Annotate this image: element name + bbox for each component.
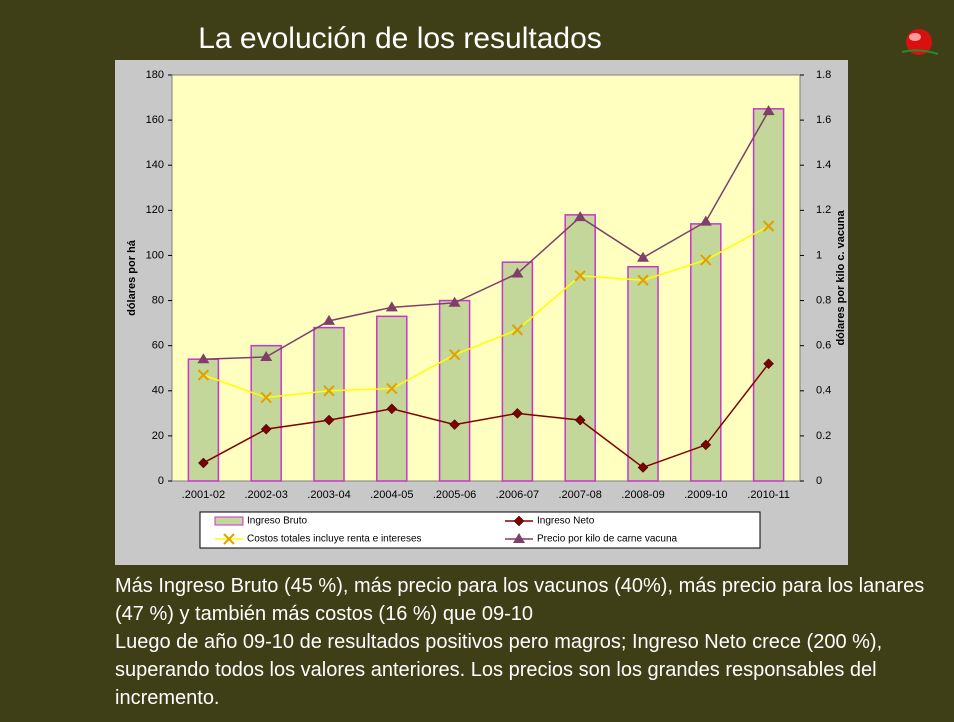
x-tick-label: .2003-04	[307, 489, 350, 501]
paragraph: Luego de año 09-10 de resultados positiv…	[115, 631, 883, 709]
y2-tick-label: 1.8	[816, 69, 831, 81]
legend-label: Costos totales incluye renta e intereses	[247, 534, 422, 545]
y-tick-label: 40	[152, 385, 164, 397]
marker	[385, 301, 398, 312]
marker	[386, 403, 398, 415]
marker	[700, 439, 712, 451]
y2-tick-label: 0.8	[816, 294, 831, 306]
legend-label: Ingreso Bruto	[247, 516, 307, 527]
marker	[323, 314, 335, 325]
x-tick-label: .2010-11	[747, 489, 790, 501]
marker	[197, 353, 210, 364]
y2-tick-label: 0.6	[816, 340, 831, 352]
logo	[901, 29, 939, 55]
bar	[564, 214, 596, 482]
x-tick-label: .2006-07	[496, 489, 539, 501]
y-tick-label: 20	[152, 430, 164, 442]
line	[203, 225, 769, 399]
x-tick-label: .2004-05	[370, 489, 413, 501]
line	[203, 110, 770, 360]
bar	[250, 344, 282, 482]
marker	[637, 274, 649, 286]
marker	[574, 414, 586, 426]
y-tick-label: 60	[152, 340, 164, 352]
marker	[323, 414, 335, 426]
marker	[448, 348, 461, 361]
slide-title: La evolución de los resultados	[198, 22, 602, 55]
marker	[260, 423, 272, 435]
marker	[197, 369, 210, 381]
legend-label: Ingreso Neto	[537, 516, 595, 527]
y-tick-label: 120	[146, 204, 164, 216]
marker	[699, 215, 712, 226]
y2-tick-label: 1.6	[816, 114, 831, 126]
x-tick-label: .2009-10	[684, 489, 727, 501]
marker	[386, 382, 398, 395]
bar	[752, 108, 785, 482]
y-tick-label: 100	[146, 249, 164, 261]
bar	[313, 326, 345, 482]
marker	[448, 296, 461, 307]
marker	[511, 267, 524, 278]
bar	[376, 315, 408, 482]
y-tick-label: 80	[152, 294, 164, 306]
legend-label: Precio por kilo de carne vacuna	[537, 534, 678, 545]
marker	[449, 419, 460, 430]
x-tick-label: .2008-09	[621, 489, 664, 501]
marker	[763, 358, 774, 370]
marker	[762, 220, 775, 232]
legend-marker	[223, 533, 235, 545]
marker	[574, 270, 586, 282]
y2-tick-label: 1.4	[816, 159, 831, 171]
marker	[260, 350, 273, 361]
marker	[574, 211, 587, 222]
marker	[700, 254, 712, 266]
body-text: Más Ingreso Bruto (45 %), más precio par…	[115, 572, 945, 712]
marker	[762, 105, 775, 116]
y2-axis-label: dólares por kilo c. vacuna	[835, 210, 847, 346]
x-tick-label: .2005-06	[433, 489, 476, 501]
marker	[512, 407, 523, 419]
y2-tick-label: 0.2	[816, 430, 831, 442]
y-tick-label: 140	[146, 159, 164, 171]
y-tick-label: 0	[158, 475, 164, 487]
y-tick-label: 160	[146, 114, 164, 126]
bar	[501, 261, 534, 482]
y2-tick-label: 1	[816, 249, 822, 261]
line	[203, 363, 770, 469]
y-axis-label: dólares por há	[126, 239, 138, 316]
bar	[438, 299, 471, 482]
marker	[198, 457, 209, 469]
paragraph: Más Ingreso Bruto (45 %), más precio par…	[115, 575, 925, 625]
y-tick-label: 180	[146, 69, 164, 81]
y2-tick-label: 1.2	[816, 204, 831, 216]
legend-swatch	[214, 516, 244, 526]
legend	[199, 511, 761, 549]
bar	[627, 265, 659, 482]
marker	[260, 391, 272, 404]
marker	[511, 324, 524, 336]
legend-marker	[513, 515, 525, 527]
marker	[637, 462, 649, 473]
x-tick-label: .2002-03	[244, 489, 287, 501]
legend-marker	[513, 533, 525, 543]
x-tick-label: .2001-02	[182, 489, 225, 501]
marker	[637, 251, 649, 262]
y2-tick-label: 0	[816, 475, 822, 487]
marker	[323, 385, 335, 397]
y2-tick-label: 0.4	[816, 385, 831, 397]
x-tick-label: .2007-08	[558, 489, 601, 501]
